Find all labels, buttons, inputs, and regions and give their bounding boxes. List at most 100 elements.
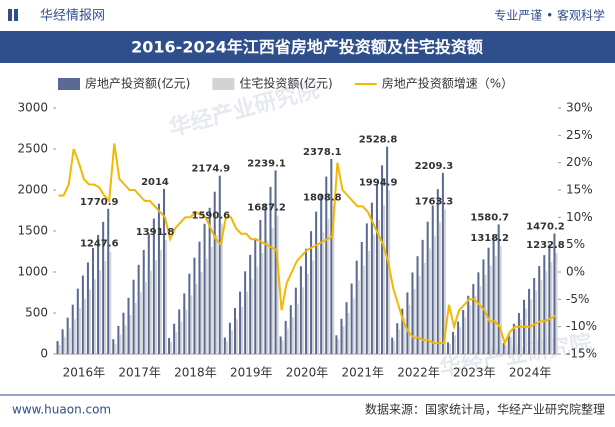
bar [507, 333, 510, 354]
bar [423, 262, 426, 354]
bar [68, 328, 71, 354]
y2-tick-label: -15% [566, 347, 597, 361]
bar [446, 342, 449, 354]
bar [342, 326, 345, 354]
value-label: 1391.8 [136, 227, 175, 238]
bar [538, 266, 541, 354]
bar [170, 342, 173, 354]
bar [223, 337, 226, 354]
bar [352, 298, 355, 354]
bar [225, 341, 228, 354]
bar [220, 223, 223, 354]
y-tick-label: 500 [25, 306, 48, 320]
x-tick-label: 2016年 [63, 366, 106, 380]
slogan: 专业严谨 • 客观科学 [494, 8, 605, 23]
bar [317, 245, 320, 354]
bar [264, 203, 267, 354]
title-bar [0, 31, 615, 63]
x-tick-label: 2024年 [509, 366, 552, 380]
bar [114, 343, 117, 354]
bar [208, 207, 211, 354]
bar [173, 323, 176, 354]
bar [218, 175, 221, 354]
bar [517, 313, 520, 354]
bar [244, 271, 247, 354]
bar [286, 328, 289, 354]
bar [545, 271, 548, 354]
bar [254, 238, 257, 354]
bar [372, 234, 375, 354]
bar [251, 279, 254, 354]
chart-title: 2016-2024年江西省房地产投资额及住宅投资额 [131, 38, 483, 57]
bar [281, 340, 284, 354]
bar [528, 288, 531, 354]
bar [261, 252, 264, 354]
bar [178, 309, 181, 354]
bar [441, 172, 444, 354]
bar [109, 251, 112, 354]
bar [431, 205, 434, 354]
bar [438, 222, 441, 354]
bar [249, 254, 252, 354]
bar [487, 247, 490, 354]
bar [274, 170, 277, 354]
y2-tick-label: 5% [566, 237, 585, 251]
bar [213, 191, 216, 354]
bar [377, 219, 381, 354]
bar [284, 320, 287, 354]
bar [63, 336, 66, 354]
bar [479, 285, 482, 354]
bar [492, 236, 495, 354]
bar [124, 325, 127, 354]
bar [147, 233, 150, 354]
value-label: 2528.8 [359, 135, 398, 146]
bar [81, 275, 84, 354]
bar [230, 330, 233, 354]
bar [426, 221, 429, 354]
bar [533, 278, 536, 354]
y2-tick-label: 0% [566, 265, 585, 279]
bar [149, 270, 152, 354]
bar [175, 331, 178, 354]
bar [540, 280, 543, 354]
bar [452, 331, 455, 354]
bar [383, 205, 386, 354]
logo [14, 9, 18, 21]
bar [489, 265, 492, 354]
bar [195, 283, 198, 354]
bar [555, 252, 558, 354]
x-tick-label: 2020年 [286, 366, 329, 380]
y-tick-label: 2000 [17, 183, 48, 197]
bar [56, 340, 59, 354]
bar [139, 292, 142, 354]
bar [259, 219, 262, 354]
bar [482, 259, 485, 354]
bar [256, 266, 259, 354]
bar [144, 282, 147, 354]
bar [107, 208, 110, 354]
bar [296, 303, 299, 354]
bar [360, 241, 363, 354]
bar [548, 244, 551, 354]
x-tick-label: 2018年 [174, 366, 217, 380]
bar [459, 326, 462, 354]
bar [132, 279, 135, 354]
bar [129, 315, 132, 354]
bar [330, 158, 333, 354]
bar [246, 291, 249, 354]
bar [411, 272, 414, 354]
y-tick-label: 1000 [17, 265, 48, 279]
bar [66, 317, 69, 354]
bar [112, 339, 115, 354]
bar [464, 317, 467, 354]
bar [474, 295, 477, 354]
bar [448, 344, 452, 354]
bar [416, 256, 419, 354]
bar [190, 295, 193, 354]
legend-swatch [212, 78, 235, 90]
brand: 华经情报网 [40, 9, 105, 24]
bar [94, 279, 97, 354]
bar [375, 183, 378, 354]
bar [550, 261, 553, 354]
bar [142, 249, 145, 354]
